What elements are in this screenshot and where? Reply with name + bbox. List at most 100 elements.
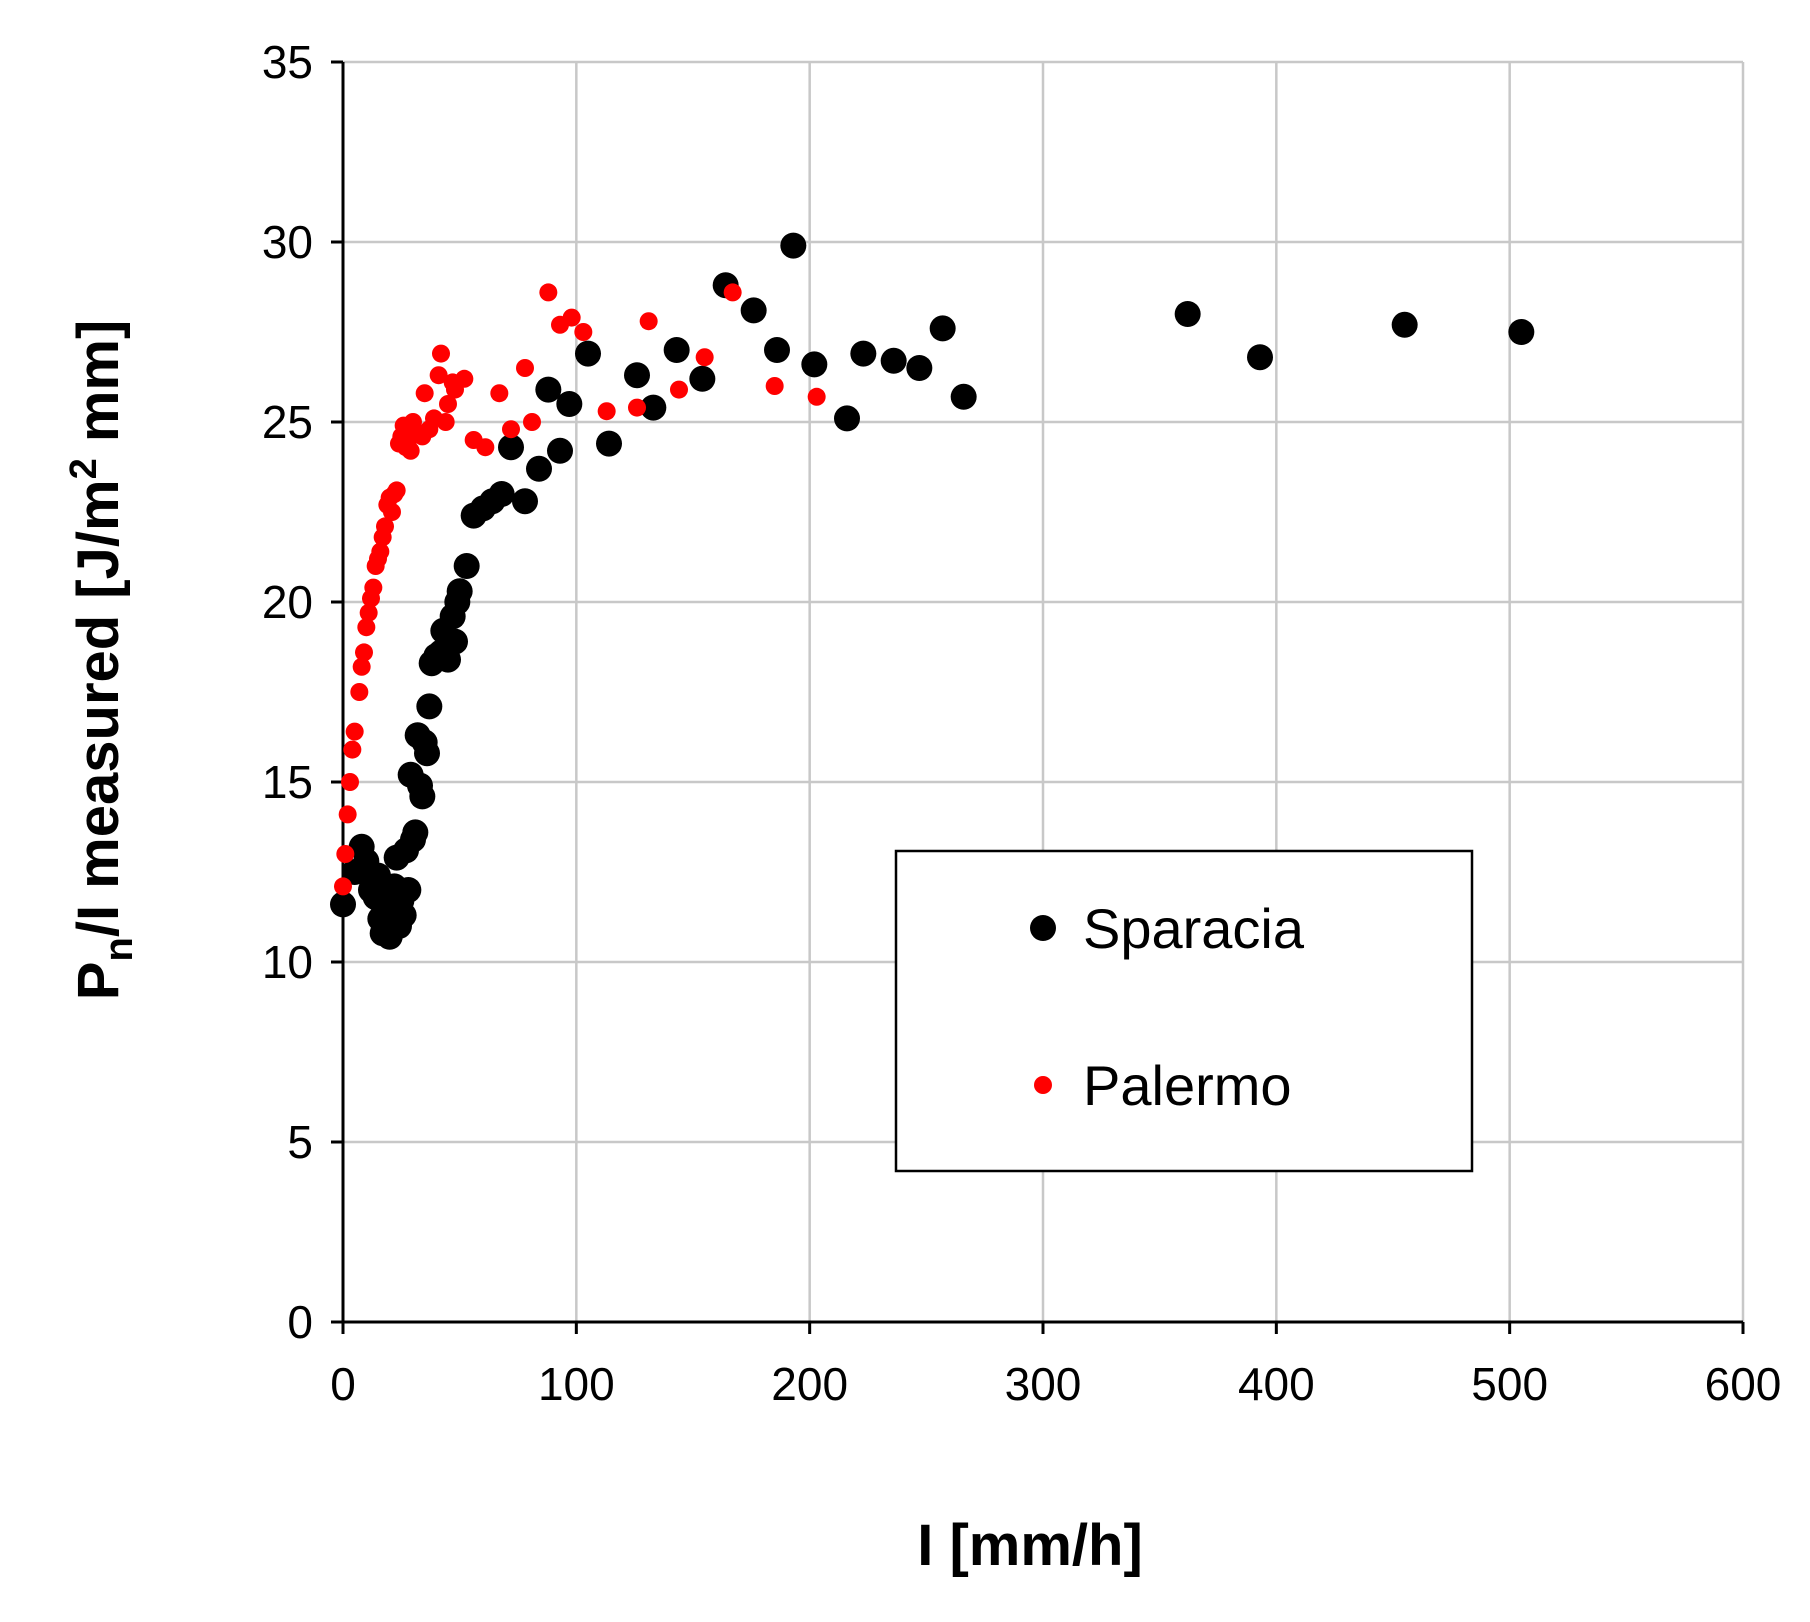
point-palermo-9 — [357, 618, 376, 637]
point-palermo-15 — [371, 542, 390, 561]
point-palermo-47 — [523, 413, 541, 431]
y-tick-label-30: 30 — [262, 216, 313, 268]
x-tick-label-0: 0 — [330, 1358, 356, 1410]
point-sparacia-56 — [764, 337, 790, 363]
point-palermo-45 — [502, 420, 520, 439]
point-sparacia-57 — [780, 232, 807, 259]
y-axis-title-p: P — [66, 962, 131, 1001]
y-axis-title: Pn/I measured [J/m2 mm] — [63, 320, 141, 1001]
axes — [331, 60, 1745, 1334]
point-sparacia-67 — [1391, 311, 1418, 338]
x-tick-label-100: 100 — [538, 1358, 615, 1410]
point-palermo-55 — [670, 380, 688, 399]
point-sparacia-45 — [535, 376, 562, 403]
point-palermo-56 — [695, 348, 714, 367]
legend-box — [894, 849, 1474, 1173]
x-tick-label-200: 200 — [771, 1358, 848, 1410]
point-sparacia-60 — [850, 340, 877, 367]
point-sparacia-59 — [834, 405, 860, 432]
series-palermo — [334, 283, 826, 896]
x-tick-label-400: 400 — [1238, 1358, 1315, 1410]
point-palermo-46 — [516, 359, 534, 377]
point-sparacia-41 — [488, 481, 515, 507]
y-tick-label-35: 35 — [262, 36, 313, 88]
point-sparacia-34 — [442, 628, 468, 655]
point-sparacia-44 — [526, 455, 552, 482]
point-sparacia-47 — [556, 391, 583, 417]
point-palermo-0 — [334, 877, 352, 896]
point-sparacia-52 — [663, 337, 690, 363]
point-palermo-41 — [455, 369, 474, 388]
point-sparacia-64 — [950, 383, 977, 410]
point-palermo-54 — [639, 312, 658, 331]
point-sparacia-50 — [624, 362, 650, 389]
point-sparacia-37 — [453, 553, 480, 579]
point-sparacia-49 — [596, 430, 622, 457]
point-palermo-38 — [439, 395, 457, 413]
point-sparacia-36 — [446, 578, 473, 605]
legend-marker-palermo — [1034, 1076, 1052, 1094]
x-tick-label-600: 600 — [1705, 1358, 1782, 1410]
point-palermo-3 — [341, 773, 359, 791]
point-palermo-44 — [490, 384, 509, 403]
y-tick-label-10: 10 — [262, 936, 313, 988]
point-palermo-50 — [562, 308, 581, 327]
point-palermo-32 — [415, 384, 434, 403]
y-tick-label-20: 20 — [262, 576, 313, 628]
y-axis-title-sup: 2 — [63, 458, 105, 479]
point-sparacia-46 — [547, 437, 573, 464]
point-palermo-22 — [387, 481, 406, 500]
tick-labels: 0 5 10 15 20 25 30 35 0 100 200 300 400 500 600 — [262, 36, 1782, 1410]
point-palermo-58 — [765, 377, 784, 395]
point-palermo-12 — [364, 578, 383, 597]
point-sparacia-55 — [740, 297, 767, 324]
point-palermo-36 — [432, 344, 450, 363]
point-sparacia-18 — [395, 877, 422, 903]
point-palermo-2 — [338, 805, 357, 824]
point-palermo-43 — [476, 438, 495, 457]
point-palermo-48 — [539, 283, 558, 302]
y-tick-label-25: 25 — [262, 396, 313, 448]
point-sparacia-48 — [575, 340, 601, 367]
point-sparacia-62 — [906, 355, 933, 381]
point-sparacia-53 — [689, 365, 716, 392]
point-sparacia-63 — [929, 315, 956, 342]
point-sparacia-26 — [414, 740, 440, 767]
point-palermo-1 — [336, 845, 355, 863]
point-sparacia-61 — [880, 347, 907, 374]
y-tick-label-5: 5 — [287, 1116, 313, 1168]
point-sparacia-16 — [390, 902, 417, 929]
y-axis-title-mid: /I measured [J/m — [66, 479, 131, 937]
point-palermo-28 — [401, 441, 420, 460]
x-tick-label-500: 500 — [1471, 1358, 1548, 1410]
point-sparacia-0 — [330, 891, 356, 918]
point-palermo-5 — [345, 722, 364, 741]
point-sparacia-51 — [640, 394, 667, 421]
point-palermo-59 — [807, 387, 826, 406]
legend-label-palermo: Palermo — [1083, 1054, 1292, 1117]
data-points — [330, 232, 1535, 950]
legend-label-sparacia: Sparacia — [1083, 897, 1305, 960]
point-palermo-4 — [343, 740, 362, 759]
point-palermo-53 — [628, 398, 646, 417]
point-sparacia-66 — [1247, 344, 1273, 371]
point-sparacia-68 — [1508, 319, 1535, 345]
point-sparacia-42 — [498, 434, 524, 461]
point-sparacia-27 — [416, 693, 443, 720]
point-sparacia-58 — [801, 351, 828, 378]
x-tick-label-300: 300 — [1005, 1358, 1082, 1410]
legend-marker-sparacia — [1030, 915, 1056, 941]
point-palermo-35 — [429, 366, 448, 385]
point-sparacia-24 — [409, 783, 436, 810]
y-tick-label-15: 15 — [262, 756, 313, 808]
point-palermo-17 — [376, 517, 394, 536]
y-tick-label-0: 0 — [287, 1296, 313, 1348]
point-palermo-57 — [723, 283, 742, 302]
y-axis-title-end: mm] — [66, 320, 131, 459]
point-palermo-7 — [352, 657, 371, 676]
legend: Sparacia Palermo — [894, 849, 1474, 1173]
y-axis-title-sub: n — [97, 937, 141, 961]
point-sparacia-21 — [402, 819, 429, 846]
point-palermo-51 — [574, 323, 593, 341]
